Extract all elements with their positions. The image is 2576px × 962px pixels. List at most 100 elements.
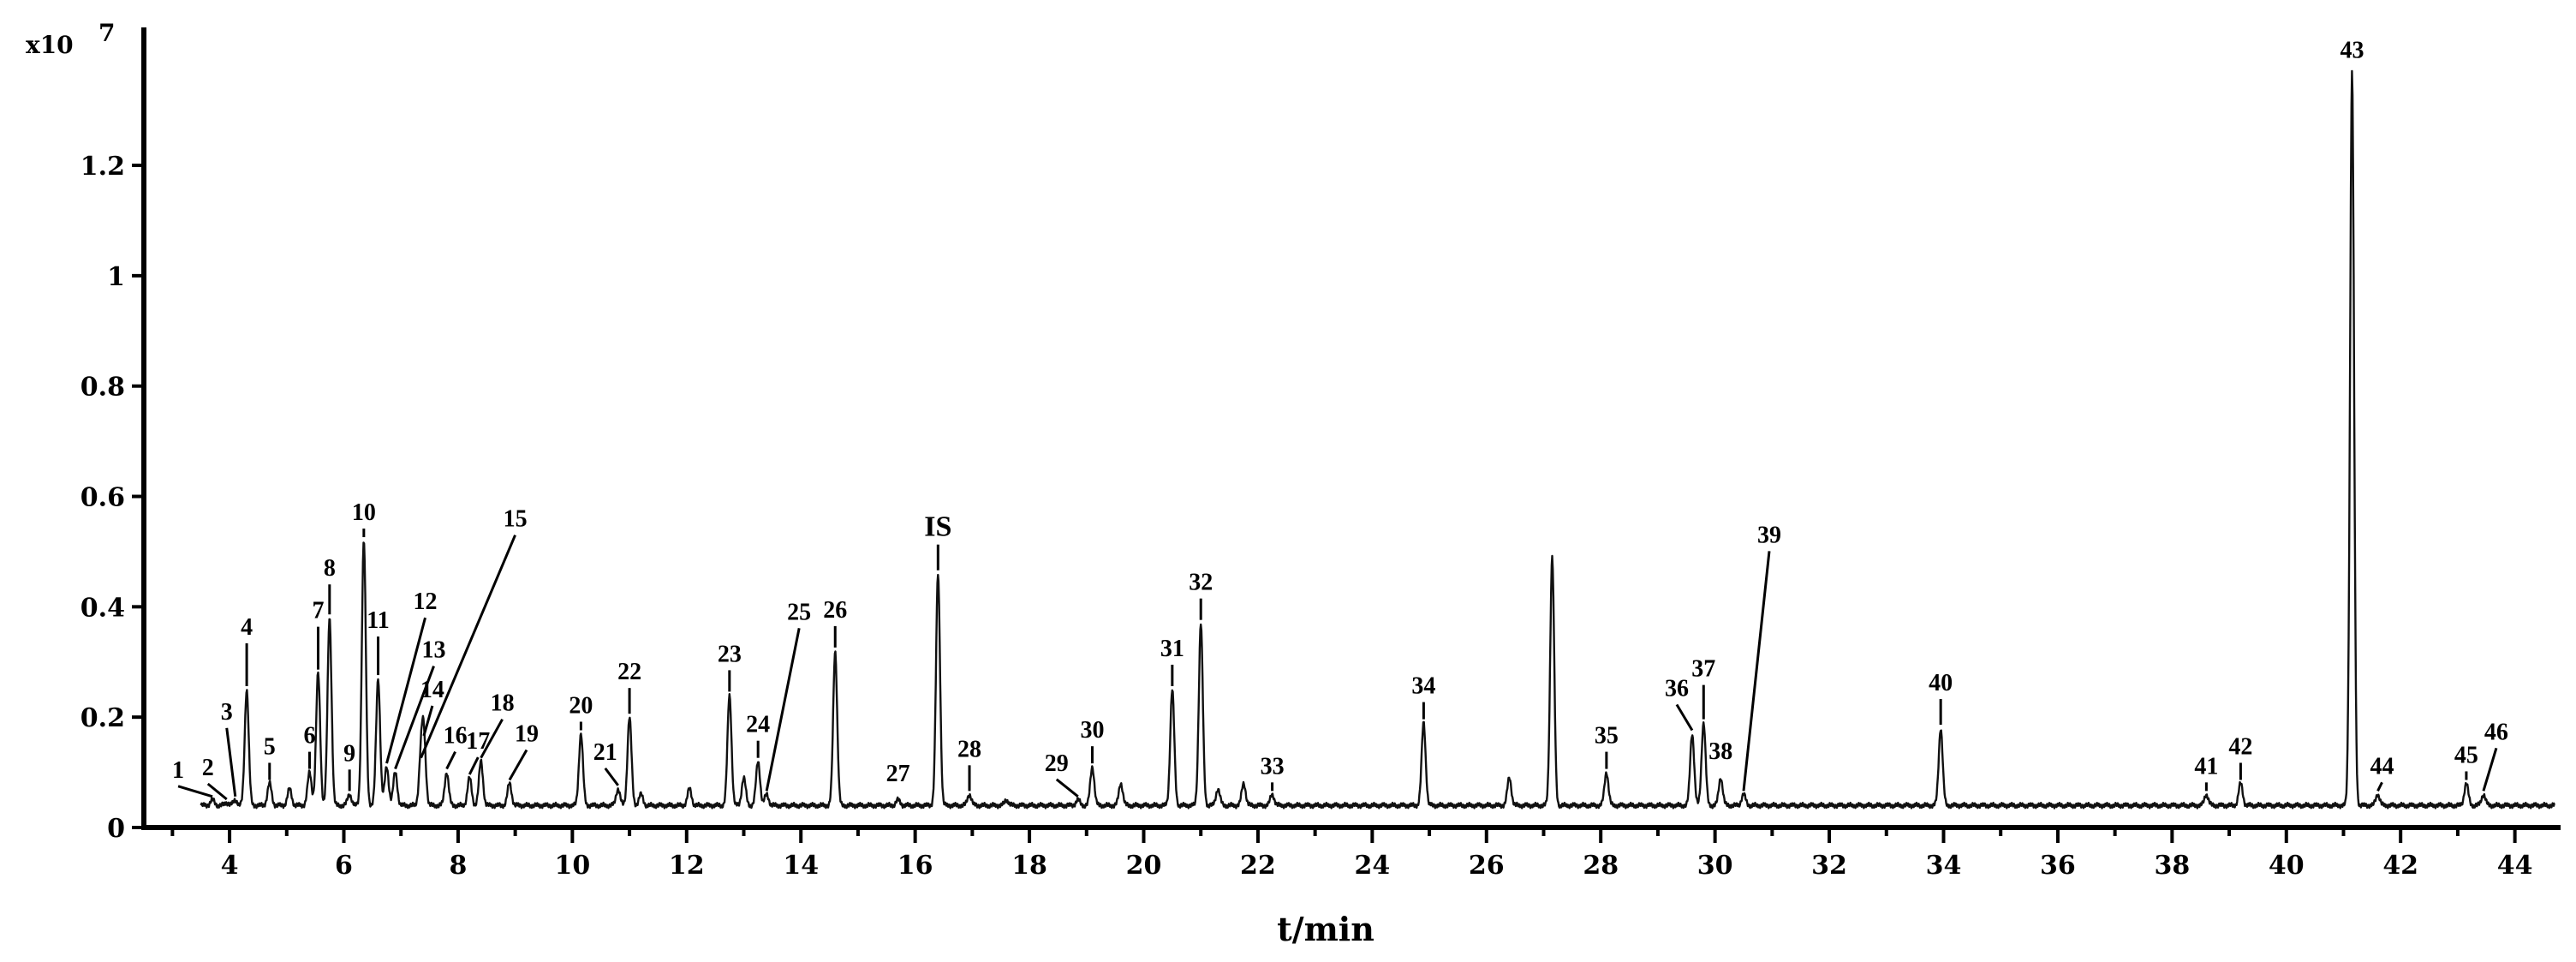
x-tick-label: 16	[897, 851, 933, 881]
y-scale-exponent: 7	[98, 19, 115, 47]
peak-leader-line	[394, 666, 435, 770]
peak-label: 9	[343, 740, 355, 767]
peak-leader-line	[765, 628, 801, 792]
peak-leader-line	[1055, 778, 1079, 798]
y-tick-label: 1.2	[80, 152, 125, 182]
peak-label: 44	[2370, 753, 2394, 780]
y-tick-label: 0.8	[80, 373, 125, 403]
y-tick-label: 0.2	[80, 703, 125, 733]
x-tick-label: 44	[2497, 851, 2533, 881]
x-tick-label: 8	[449, 851, 467, 881]
x-tick-label: 26	[1469, 851, 1505, 881]
peak-label: 35	[1595, 723, 1619, 750]
peak-leader-line	[1742, 551, 1771, 792]
peak-label: 30	[1080, 717, 1104, 744]
peak-leader-line	[508, 749, 528, 781]
peak-label: 31	[1160, 636, 1184, 662]
peak-label: 29	[1045, 750, 1069, 777]
peak-label: 34	[1411, 673, 1435, 700]
peak-label: 18	[491, 690, 515, 717]
peak-label: 28	[957, 736, 981, 762]
peak-label: IS	[924, 511, 951, 543]
x-tick-label: 22	[1240, 851, 1276, 881]
peak-label: 40	[1929, 670, 1953, 696]
peak-leader-line	[206, 782, 228, 801]
peak-label: 11	[367, 607, 389, 634]
peak-leader-line	[225, 727, 237, 797]
y-tick-label: 1	[107, 262, 125, 292]
peak-leader-line	[2376, 781, 2383, 792]
peak-label: 26	[823, 597, 847, 624]
chromatogram-trace	[200, 69, 2555, 810]
y-scale-label: x10	[26, 31, 74, 59]
peak-label: 15	[504, 506, 528, 533]
peak-label: 32	[1189, 570, 1213, 596]
x-tick-label: 20	[1126, 851, 1162, 881]
peak-leader-line	[2482, 747, 2498, 792]
peak-label: 12	[414, 589, 438, 615]
x-tick-label: 28	[1583, 851, 1619, 881]
x-tick-label: 24	[1354, 851, 1390, 881]
x-tick-label: 40	[2269, 851, 2305, 881]
peak-label: 20	[569, 692, 593, 719]
peak-label: 36	[1665, 675, 1689, 702]
x-tick-label: 12	[669, 851, 705, 881]
peak-leader-line	[480, 718, 504, 759]
peak-label: 33	[1261, 753, 1285, 780]
x-tick-label: 42	[2382, 851, 2418, 881]
peak-leader-line	[468, 756, 480, 775]
peak-label: 42	[2228, 733, 2252, 760]
y-tick-label: 0	[107, 814, 125, 844]
peak-label: 25	[787, 599, 811, 625]
peak-label: 2	[202, 755, 214, 781]
y-ticks: 0 0.2 0.4 0.6 0.8 1 1.2	[80, 152, 144, 844]
peak-label: 23	[718, 641, 742, 667]
peak-label: 7	[312, 598, 324, 624]
peak-label: 16	[444, 723, 468, 750]
x-tick-label: 18	[1011, 851, 1047, 881]
peak-label: 19	[515, 720, 539, 747]
x-tick-label: 30	[1697, 851, 1733, 881]
peak-label: 17	[466, 728, 490, 755]
peak-label: 8	[324, 555, 336, 582]
peak-label: 21	[593, 739, 617, 766]
peak-leader-line	[422, 705, 434, 737]
peak-leader-line	[445, 750, 456, 770]
peak-label: 46	[2484, 719, 2508, 745]
peak-label: 1	[172, 757, 184, 784]
x-tick-label: 32	[1811, 851, 1847, 881]
peak-label: 10	[352, 499, 376, 526]
peak-label: 37	[1691, 656, 1715, 683]
peak-label: 45	[2454, 742, 2478, 768]
peak-label: 27	[886, 761, 910, 787]
peak-leader-line	[604, 768, 619, 786]
peak-label: 22	[617, 659, 641, 685]
peak-leader-line	[385, 617, 426, 764]
peak-leader-line	[420, 535, 516, 759]
peak-leader-line	[1675, 703, 1694, 732]
peak-label: 24	[746, 712, 770, 738]
x-tick-label: 36	[2040, 851, 2076, 881]
peak-label: 43	[2340, 38, 2364, 64]
peak-label: 6	[303, 723, 315, 750]
peak-label: 5	[264, 733, 276, 760]
x-tick-label: 6	[335, 851, 353, 881]
peak-label: 13	[422, 637, 446, 664]
peak-leader-line	[177, 785, 213, 798]
x-axis-label: t/min	[1277, 910, 1374, 948]
peak-label: 14	[420, 677, 444, 703]
y-tick-label: 0.4	[80, 593, 125, 623]
x-tick-label: 4	[221, 851, 239, 881]
x-tick-label: 38	[2154, 851, 2190, 881]
peak-label: 41	[2194, 753, 2218, 780]
peak-label: 3	[221, 699, 233, 726]
x-tick-label: 14	[783, 851, 819, 881]
y-tick-label: 0.6	[80, 483, 125, 513]
peak-label: 39	[1757, 522, 1781, 548]
x-tick-label: 10	[554, 851, 590, 881]
peak-label: 4	[241, 614, 253, 641]
peak-label: 38	[1708, 738, 1732, 765]
x-tick-label: 34	[1926, 851, 1962, 881]
